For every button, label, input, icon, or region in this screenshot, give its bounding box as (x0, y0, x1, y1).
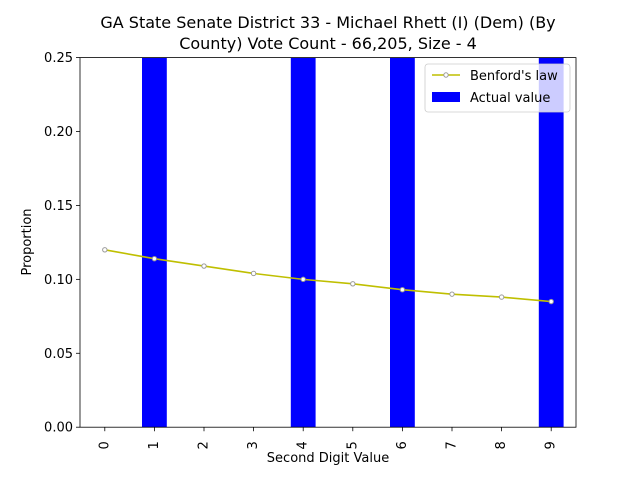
x-tick-label-5: 5 (345, 441, 360, 449)
legend-benford-label: Benford's law (470, 69, 558, 84)
benford-point-7 (449, 291, 455, 297)
benford-point-3 (250, 270, 257, 277)
benford-point-2 (201, 263, 207, 269)
y-tick-label-0.10: 0.10 (44, 273, 73, 288)
y-tick-label-0.15: 0.15 (44, 199, 73, 214)
benford-line-layer (102, 247, 554, 305)
y-tick-label-0.00: 0.00 (44, 421, 73, 436)
x-tick-label-8: 8 (494, 441, 509, 449)
x-tick-label-2: 2 (197, 441, 212, 449)
benford-point-5 (350, 281, 356, 287)
bar-digit-9 (538, 57, 564, 428)
benford-point-8 (498, 294, 505, 300)
x-tick-label-1: 1 (147, 441, 162, 449)
legend-benford-marker (443, 72, 449, 78)
bar-digit-4 (290, 57, 316, 428)
x-tick-label-0: 0 (97, 441, 112, 449)
x-tick-label-7: 7 (445, 441, 460, 449)
x-axis-label: Second Digit Value (267, 451, 389, 466)
legend: Benford's law Actual value (424, 63, 571, 113)
legend-actual-label: Actual value (470, 91, 550, 106)
benford-point-1 (151, 255, 158, 262)
y-axis-label: Proportion (20, 208, 35, 275)
benford-point-0 (102, 247, 108, 253)
y-tick-label-0.20: 0.20 (44, 125, 73, 140)
x-ticks-layer: 0 1 2 3 4 5 6 7 8 9 (97, 427, 559, 449)
benford-point-4 (300, 276, 306, 283)
x-tick-label-4: 4 (296, 441, 311, 449)
benford-line (104, 249, 552, 303)
y-ticks-layer: 0.00 0.05 0.10 0.15 0.20 0.25 (44, 51, 80, 436)
chart-title-line-1: GA State Senate District 33 - Michael Rh… (100, 13, 555, 32)
x-tick-label-6: 6 (395, 441, 410, 449)
legend-box (424, 63, 571, 113)
y-tick-label-0.25: 0.25 (44, 51, 73, 66)
x-tick-label-3: 3 (246, 441, 261, 449)
chart-title-line-2: County) Vote Count - 66,205, Size - 4 (179, 34, 477, 53)
plot-frame (79, 57, 577, 428)
bar-digit-6 (390, 57, 415, 428)
x-tick-label-9: 9 (544, 441, 559, 449)
benford-point-9 (548, 298, 554, 305)
y-tick-label-0.05: 0.05 (44, 347, 73, 362)
bar-digit-1 (142, 57, 167, 428)
bars-layer (142, 57, 564, 428)
legend-actual-swatch (432, 92, 460, 102)
benford-point-6 (399, 287, 406, 293)
